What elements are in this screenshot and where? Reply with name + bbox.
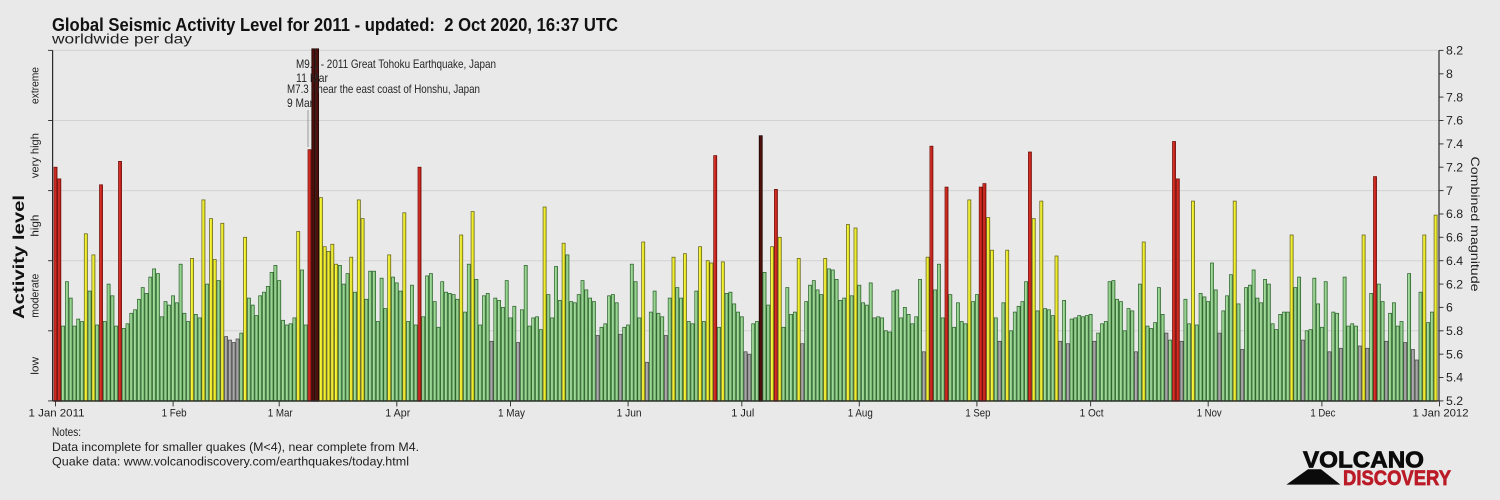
svg-text:8.2: 8.2 bbox=[1446, 44, 1463, 58]
svg-text:5.6: 5.6 bbox=[1446, 347, 1463, 361]
svg-text:7.6: 7.6 bbox=[1446, 114, 1463, 128]
svg-text:Notes:: Notes: bbox=[52, 425, 81, 439]
svg-text:1 Jul: 1 Jul bbox=[731, 408, 754, 420]
svg-text:1 Nov: 1 Nov bbox=[1197, 408, 1222, 420]
svg-text:1 Feb: 1 Feb bbox=[162, 408, 187, 420]
svg-text:11 Mar: 11 Mar bbox=[296, 71, 328, 85]
svg-text:1 Jan 2011: 1 Jan 2011 bbox=[29, 408, 85, 420]
svg-text:6.4: 6.4 bbox=[1446, 254, 1463, 268]
svg-text:1 May: 1 May bbox=[498, 408, 525, 420]
svg-text:6: 6 bbox=[1446, 301, 1453, 315]
svg-text:1 Oct: 1 Oct bbox=[1080, 408, 1104, 420]
svg-text:6.2: 6.2 bbox=[1446, 277, 1463, 291]
svg-text:very high: very high bbox=[30, 133, 42, 178]
svg-text:Activity level: Activity level bbox=[11, 195, 28, 319]
svg-text:low: low bbox=[30, 357, 42, 375]
svg-text:1 Aug: 1 Aug bbox=[848, 408, 873, 420]
svg-text:5.2: 5.2 bbox=[1446, 394, 1463, 408]
svg-text:Global Seismic Activity Level: Global Seismic Activity Level for 2011 -… bbox=[52, 14, 618, 35]
svg-text:7.4: 7.4 bbox=[1446, 137, 1463, 151]
svg-text:VOLCANO: VOLCANO bbox=[1303, 447, 1424, 473]
svg-text:1 Sep: 1 Sep bbox=[965, 408, 990, 420]
svg-text:moderate: moderate bbox=[30, 274, 42, 318]
svg-text:1 Mar: 1 Mar bbox=[268, 408, 293, 420]
svg-text:7: 7 bbox=[1446, 184, 1453, 198]
svg-text:1 Jan 2012: 1 Jan 2012 bbox=[1413, 408, 1469, 420]
svg-text:M7.3 - near the east coast of: M7.3 - near the east coast of Honshu, Ja… bbox=[287, 82, 480, 96]
svg-text:9 Mar: 9 Mar bbox=[287, 96, 313, 110]
svg-text:Data incomplete for smaller qu: Data incomplete for smaller quakes (M<4)… bbox=[52, 440, 419, 454]
svg-text:5.8: 5.8 bbox=[1446, 324, 1463, 338]
svg-text:DISCOVERY: DISCOVERY bbox=[1343, 466, 1451, 490]
svg-text:1 Dec: 1 Dec bbox=[1310, 408, 1335, 420]
svg-text:worldwide per day: worldwide per day bbox=[51, 32, 193, 47]
svg-text:Combined magnitude: Combined magnitude bbox=[1468, 157, 1482, 292]
svg-text:1 Apr: 1 Apr bbox=[385, 408, 410, 420]
svg-text:6.6: 6.6 bbox=[1446, 231, 1463, 245]
svg-text:Quake data: www.volcanodiscove: Quake data: www.volcanodiscovery.com/ear… bbox=[52, 455, 409, 469]
svg-text:1 Jun: 1 Jun bbox=[617, 408, 642, 420]
svg-text:extreme: extreme bbox=[30, 67, 42, 104]
svg-text:7.2: 7.2 bbox=[1446, 160, 1463, 174]
svg-text:5.4: 5.4 bbox=[1446, 371, 1463, 385]
svg-text:8: 8 bbox=[1446, 67, 1453, 81]
svg-text:7.8: 7.8 bbox=[1446, 90, 1463, 104]
svg-text:6.8: 6.8 bbox=[1446, 207, 1463, 221]
svg-text:high: high bbox=[30, 215, 42, 237]
svg-text:M9.1 - 2011 Great Tohoku Earth: M9.1 - 2011 Great Tohoku Earthquake, Jap… bbox=[296, 57, 496, 71]
